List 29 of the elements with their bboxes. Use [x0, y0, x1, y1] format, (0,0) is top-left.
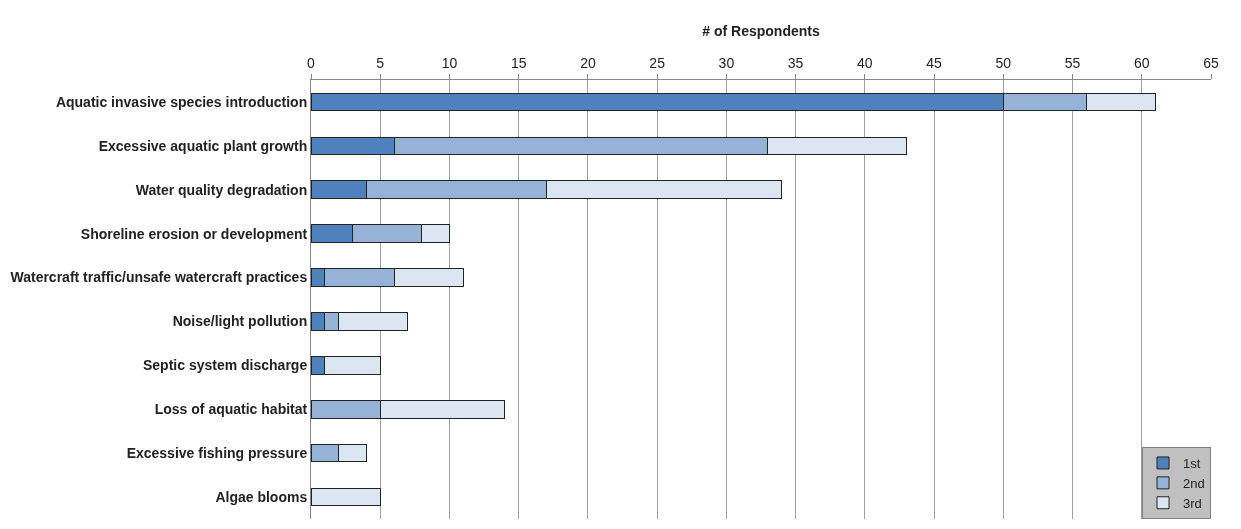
y-tick-label: Shoreline erosion or development: [80, 225, 308, 242]
y-tick-label: Loss of aquatic habitat: [154, 401, 308, 418]
x-tick-label: 50: [995, 55, 1012, 72]
y-tick-label: Excessive aquatic plant growth: [98, 137, 308, 154]
legend-label: 2nd: [1183, 475, 1205, 491]
x-tick-label: 25: [649, 55, 666, 72]
y-tick-label: Excessive fishing pressure: [126, 445, 308, 462]
x-tick-label: 20: [580, 55, 596, 72]
legend-label: 1st: [1183, 456, 1201, 472]
bar: [311, 487, 381, 507]
x-tick-label: 40: [857, 55, 873, 72]
y-tick-label: Noise/light pollution: [172, 313, 308, 330]
x-tick-label: 15: [510, 55, 527, 72]
x-tick-label: 60: [1133, 55, 1150, 72]
x-tick-label: 45: [926, 55, 943, 72]
y-tick-label: Water quality degradation: [135, 181, 308, 198]
x-tick-label: 55: [1064, 55, 1081, 72]
x-tick-label: 35: [787, 55, 804, 72]
y-tick-label: Algae blooms: [215, 488, 308, 505]
y-tick-label: Watercraft traffic/unsafe watercraft practices: [10, 269, 308, 286]
x-tick-label: 0: [307, 55, 316, 72]
x-tick-label: 5: [376, 55, 385, 72]
x-axis-title: # of Respondents: [702, 23, 820, 39]
legend-label: 3rd: [1183, 495, 1202, 511]
y-tick-label: Aquatic invasive species introduction: [55, 93, 308, 110]
y-tick-label: Septic system discharge: [143, 357, 308, 374]
x-tick-label: 10: [441, 55, 458, 72]
x-tick-label: 30: [718, 55, 735, 72]
x-tick-label: 65: [1203, 55, 1219, 72]
